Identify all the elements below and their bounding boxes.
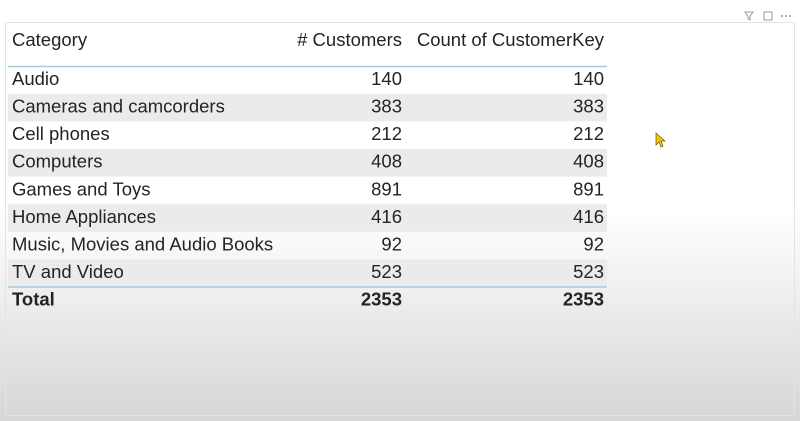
total-value: 2353 xyxy=(361,289,402,310)
value-cell: 523 xyxy=(371,261,402,282)
value-cell: 140 xyxy=(371,68,402,89)
value-cell: 140 xyxy=(573,68,604,89)
category-cell: Cameras and camcorders xyxy=(12,95,225,116)
category-cell: Audio xyxy=(12,68,59,89)
category-cell: Computers xyxy=(12,151,102,172)
value-cell: 523 xyxy=(573,261,604,282)
category-cell: Music, Movies and Audio Books xyxy=(12,233,273,254)
value-cell: 891 xyxy=(573,178,604,199)
value-cell: 92 xyxy=(381,233,402,254)
value-cell: 212 xyxy=(573,123,604,144)
total-value: 2353 xyxy=(563,289,604,310)
row-band xyxy=(8,204,607,232)
value-cell: 92 xyxy=(583,233,604,254)
value-cell: 416 xyxy=(573,206,604,227)
row-band xyxy=(8,259,607,287)
category-cell: Home Appliances xyxy=(12,206,156,227)
table: Category # Customers Count of CustomerKey A… xyxy=(8,29,607,310)
category-cell: Cell phones xyxy=(12,123,110,144)
more-options-icon[interactable] xyxy=(781,15,791,17)
category-cell: Games and Toys xyxy=(12,178,150,199)
total-label: Total xyxy=(12,289,55,310)
value-cell: 383 xyxy=(573,95,604,116)
value-cell: 408 xyxy=(371,151,402,172)
category-cell: TV and Video xyxy=(12,261,124,282)
value-cell: 383 xyxy=(371,95,402,116)
mouse-cursor xyxy=(655,132,666,148)
value-cell: 408 xyxy=(573,151,604,172)
column-header: Count of CustomerKey xyxy=(417,29,605,50)
focus-mode-icon[interactable] xyxy=(763,11,773,21)
row-band xyxy=(8,93,607,122)
column-header: Category xyxy=(12,29,88,50)
value-cell: 891 xyxy=(371,178,402,199)
value-cell: 212 xyxy=(371,123,402,144)
value-cell: 416 xyxy=(371,206,402,227)
visual-border xyxy=(5,22,795,416)
column-header: # Customers xyxy=(297,29,402,50)
visual-header-icons xyxy=(744,11,791,21)
filter-icon[interactable] xyxy=(744,11,754,21)
row-band xyxy=(8,149,607,177)
